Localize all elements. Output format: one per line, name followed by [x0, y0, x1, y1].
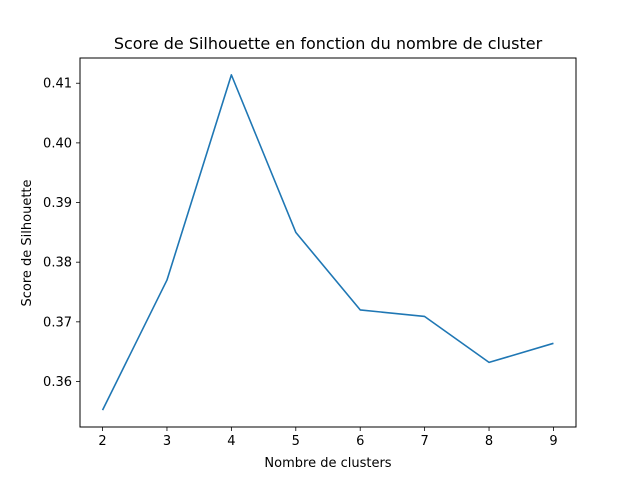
y-tick-label: 0.38 — [43, 256, 72, 271]
y-axis-label: Score de Silhouette — [20, 179, 35, 306]
y-tick-label: 0.40 — [43, 136, 72, 151]
x-tick-label: 6 — [356, 434, 364, 449]
y-tick-label: 0.37 — [43, 315, 72, 330]
y-tick-label: 0.39 — [43, 196, 72, 211]
x-tick-label: 3 — [163, 434, 171, 449]
chart-title: Score de Silhouette en fonction du nombr… — [114, 34, 543, 53]
y-tick-label: 0.41 — [43, 77, 72, 92]
x-tick-label: 2 — [98, 434, 106, 449]
x-axis-label: Nombre de clusters — [264, 456, 391, 471]
x-tick-label: 7 — [420, 434, 428, 449]
y-tick-label: 0.36 — [43, 375, 72, 390]
x-tick-label: 8 — [485, 434, 493, 449]
x-tick-label: 9 — [549, 434, 557, 449]
x-tick-label: 5 — [292, 434, 300, 449]
x-tick-label: 4 — [227, 434, 235, 449]
